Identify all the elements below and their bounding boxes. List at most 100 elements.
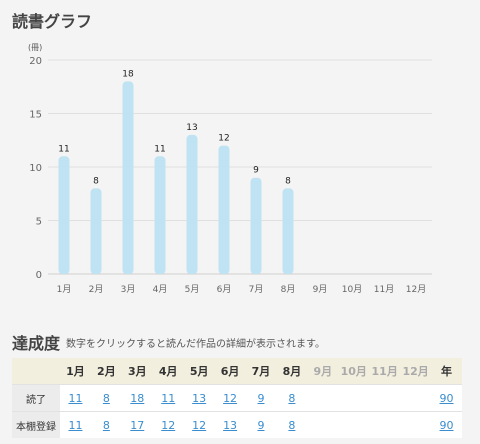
achievement-description: 数字をクリックすると読んだ作品の詳細が表示されます。 [66, 339, 325, 350]
bar [154, 156, 166, 274]
month-count-cell: 8 [90, 411, 122, 438]
bar [186, 134, 198, 274]
month-count-cell: 13 [183, 384, 215, 412]
graph-title: 読書グラフ [12, 12, 93, 31]
y-unit-label: (冊) [28, 43, 42, 52]
bar [90, 188, 102, 274]
x-tick-label: 4月 [153, 284, 168, 295]
month-count-link[interactable]: 8 [288, 418, 296, 432]
month-count-cell: 12 [214, 384, 246, 412]
bar [250, 177, 262, 274]
month-header: 4月 [152, 358, 184, 385]
month-count-cell: 12 [152, 411, 184, 438]
table-row: 読了 11 8 18 11 13 12 9 8 90 [12, 384, 462, 412]
year-total-link[interactable]: 90 [439, 391, 454, 405]
x-tick-label: 11月 [374, 284, 394, 295]
bar-data-label: 9 [253, 166, 259, 176]
bar-data-label: 13 [186, 123, 197, 133]
month-count-cell: 8 [276, 411, 308, 438]
y-tick-label: 0 [36, 270, 42, 281]
y-tick-label: 20 [29, 56, 42, 67]
month-header: 5月 [183, 358, 215, 385]
month-count-cell [369, 411, 401, 438]
achievement-title: 達成度 [12, 334, 61, 353]
month-count-link[interactable]: 8 [102, 418, 110, 432]
x-tick-label: 3月 [121, 284, 136, 295]
month-count-link[interactable]: 11 [68, 391, 83, 405]
month-count-link[interactable]: 13 [223, 418, 238, 432]
month-count-link[interactable]: 18 [130, 391, 145, 405]
x-tick-label: 9月 [313, 284, 328, 295]
bar [122, 81, 134, 275]
month-header: 8月 [276, 358, 308, 385]
x-tick-label: 6月 [217, 284, 232, 295]
month-header: 1月 [60, 358, 91, 385]
bar-data-label: 11 [58, 144, 69, 154]
bar-data-label: 8 [93, 176, 99, 186]
month-count-cell [400, 411, 432, 438]
month-count-cell: 18 [121, 384, 153, 412]
bar [218, 145, 230, 274]
x-tick-label: 8月 [281, 284, 296, 295]
bar-data-label: 8 [285, 176, 291, 186]
month-header: 3月 [121, 358, 153, 385]
row-label: 本棚登録 [12, 411, 60, 438]
month-count-cell [400, 384, 432, 412]
month-count-cell: 11 [60, 411, 91, 438]
month-count-link[interactable]: 17 [130, 418, 145, 432]
month-count-cell [307, 384, 339, 412]
corner-cell [12, 358, 60, 385]
month-count-cell: 9 [245, 384, 277, 412]
y-tick-label: 15 [29, 110, 42, 121]
reading-bar-chart: (冊) 0 5 10 15 20 11 1月 8 2月 18 3月 11 4月 13 5月 12 6月 9 7月 8 8月… [28, 43, 432, 295]
month-count-link[interactable]: 9 [257, 391, 265, 405]
month-header: 2月 [90, 358, 122, 385]
x-tick-label: 5月 [185, 284, 200, 295]
y-tick-label: 5 [36, 217, 42, 228]
year-header: 年 [431, 358, 462, 385]
year-total-link[interactable]: 90 [439, 418, 454, 432]
month-header: 7月 [245, 358, 277, 385]
month-count-link[interactable]: 11 [68, 418, 83, 432]
year-total-cell: 90 [431, 384, 462, 412]
month-count-cell: 11 [60, 384, 91, 412]
month-count-link[interactable]: 12 [192, 418, 207, 432]
x-tick-label: 2月 [89, 284, 104, 295]
month-header: 12月 [400, 358, 432, 385]
bar [282, 188, 294, 274]
month-header: 11月 [369, 358, 401, 385]
y-tick-label: 10 [29, 163, 42, 174]
month-count-cell [338, 384, 370, 412]
month-count-link[interactable]: 12 [161, 418, 176, 432]
bar-data-label: 18 [122, 69, 134, 79]
month-count-link[interactable]: 8 [288, 391, 296, 405]
month-count-cell: 9 [245, 411, 277, 438]
bar-data-label: 12 [218, 134, 229, 144]
month-header: 6月 [214, 358, 246, 385]
x-tick-label: 12月 [406, 284, 426, 295]
achievement-header-row: 1月 2月 3月 4月 5月 6月 7月 8月 9月 10月 11月 12月年 [12, 358, 462, 385]
month-count-cell: 12 [183, 411, 215, 438]
month-count-link[interactable]: 8 [102, 391, 110, 405]
year-total-cell: 90 [431, 411, 462, 438]
month-count-cell [338, 411, 370, 438]
month-count-link[interactable]: 9 [257, 418, 265, 432]
month-count-link[interactable]: 11 [161, 391, 176, 405]
bar [58, 156, 70, 274]
month-count-cell [369, 384, 401, 412]
month-count-link[interactable]: 12 [223, 391, 238, 405]
row-label: 読了 [12, 384, 60, 412]
month-count-cell: 8 [276, 384, 308, 412]
x-tick-label: 1月 [57, 284, 72, 295]
month-header: 10月 [338, 358, 370, 385]
bar-data-label: 11 [154, 144, 165, 154]
month-count-cell: 8 [90, 384, 122, 412]
month-count-link[interactable]: 13 [192, 391, 207, 405]
table-row: 本棚登録 11 8 17 12 12 13 9 8 90 [12, 411, 462, 438]
achievement-table: 1月 2月 3月 4月 5月 6月 7月 8月 9月 10月 11月 12月年 読了 11 8 18 11 13… [12, 358, 462, 438]
x-tick-label: 7月 [249, 284, 264, 295]
month-count-cell: 11 [152, 384, 184, 412]
month-header: 9月 [307, 358, 339, 385]
month-count-cell: 17 [121, 411, 153, 438]
month-count-cell [307, 411, 339, 438]
